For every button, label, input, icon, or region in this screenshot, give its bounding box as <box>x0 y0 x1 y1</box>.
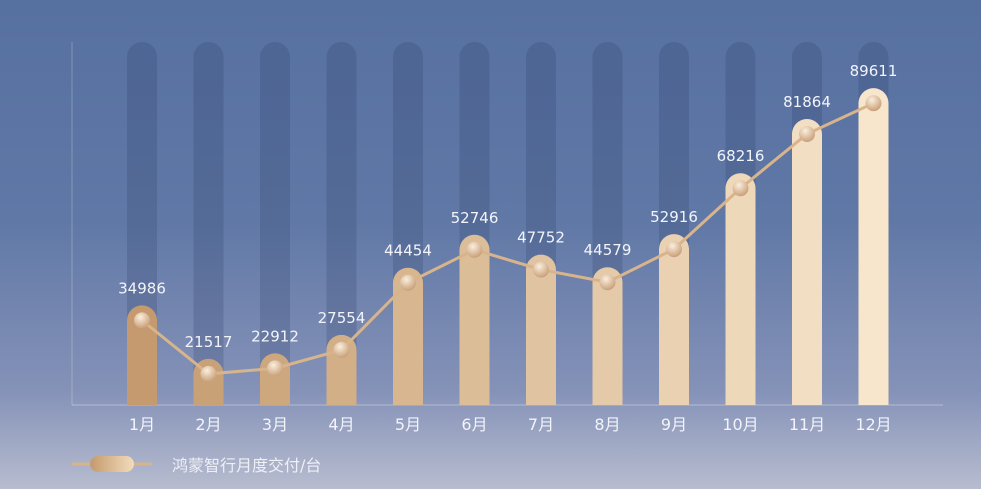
x-tick-label: 2月 <box>195 415 221 434</box>
data-label: 47752 <box>517 229 565 247</box>
data-point <box>865 95 882 112</box>
series-line <box>141 101 875 376</box>
data-label: 89611 <box>850 62 898 80</box>
x-tick-label: 7月 <box>528 415 554 434</box>
data-label: 52916 <box>650 208 698 226</box>
data-point <box>666 241 682 258</box>
background-bar <box>260 42 290 405</box>
bar <box>592 267 623 405</box>
data-label: 44579 <box>584 241 632 259</box>
bar <box>526 254 556 405</box>
data-point <box>466 241 483 258</box>
x-tick-label: 8月 <box>594 415 620 434</box>
data-label: 44454 <box>384 242 432 260</box>
bar <box>393 267 423 405</box>
data-label: 81864 <box>783 93 831 111</box>
bar <box>792 118 822 405</box>
bar <box>127 305 157 405</box>
bar <box>858 88 889 406</box>
x-tick-label: 1月 <box>129 415 155 434</box>
data-point <box>267 360 283 377</box>
bar <box>725 173 756 405</box>
data-label: 68216 <box>717 147 765 165</box>
bar <box>659 234 689 405</box>
legend-label: 鸿蒙智行月度交付/台 <box>172 456 322 475</box>
x-tick-label: 10月 <box>722 415 758 434</box>
data-label: 52746 <box>451 209 499 227</box>
data-label: 27554 <box>318 309 366 327</box>
x-tick-label: 4月 <box>328 415 354 434</box>
x-tick-label: 12月 <box>855 415 891 434</box>
x-tick-label: 11月 <box>789 415 825 434</box>
data-point <box>333 341 350 358</box>
data-label: 34986 <box>118 279 166 297</box>
background-bar <box>326 42 357 406</box>
x-tick-label: 3月 <box>262 415 288 434</box>
legend[interactable]: 鸿蒙智行月度交付/台 <box>72 452 321 476</box>
x-tick-label: 5月 <box>395 415 421 434</box>
legend-swatch-icon <box>72 456 152 472</box>
data-point <box>400 274 416 291</box>
data-point <box>200 365 217 382</box>
data-label: 22912 <box>251 327 299 345</box>
bar <box>459 234 490 405</box>
data-point <box>732 180 749 197</box>
data-point <box>533 261 549 278</box>
bar <box>193 358 224 405</box>
x-tick-label: 9月 <box>661 415 687 434</box>
data-point <box>134 312 150 329</box>
data-label: 21517 <box>185 333 233 351</box>
data-point <box>799 125 815 142</box>
data-point <box>599 274 616 291</box>
background-bar <box>193 42 224 406</box>
x-tick-label: 6月 <box>461 415 487 434</box>
